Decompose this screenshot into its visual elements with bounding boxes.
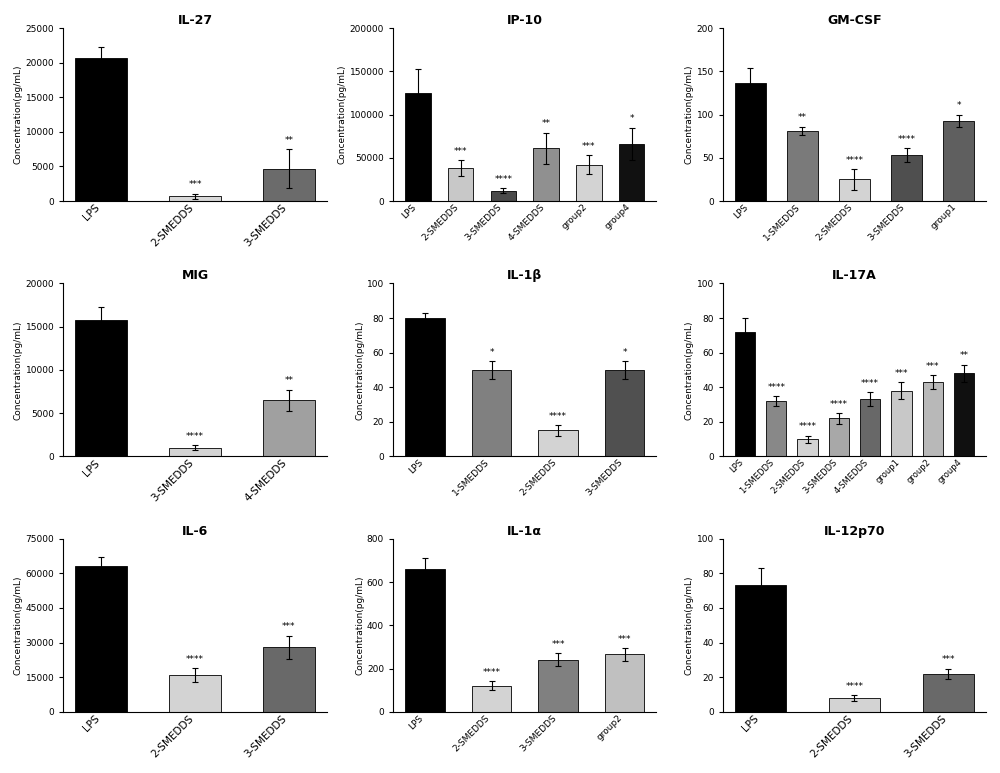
Title: IP-10: IP-10 [507, 14, 543, 27]
Y-axis label: Concentration(pg/mL): Concentration(pg/mL) [355, 320, 364, 420]
Bar [735, 83, 766, 201]
Bar [75, 58, 127, 201]
Bar [735, 585, 786, 712]
Y-axis label: Concentration(pg/mL): Concentration(pg/mL) [14, 65, 23, 165]
Title: MIG: MIG [182, 269, 209, 282]
Text: ***: *** [926, 362, 939, 371]
Bar [263, 400, 315, 456]
Bar [405, 569, 445, 712]
Text: ****: **** [830, 400, 848, 409]
Text: ***: *** [582, 142, 596, 151]
Title: GM-CSF: GM-CSF [827, 14, 882, 27]
Y-axis label: Concentration(pg/mL): Concentration(pg/mL) [14, 576, 23, 675]
Bar [829, 698, 880, 712]
Text: ****: **** [861, 379, 879, 388]
Text: **: ** [798, 114, 807, 122]
Title: IL-27: IL-27 [178, 14, 213, 27]
Bar [75, 567, 127, 712]
Bar [405, 93, 431, 201]
Text: ****: **** [898, 135, 916, 144]
Text: ***: *** [895, 369, 908, 378]
Text: ****: **** [845, 682, 863, 691]
Text: **: ** [284, 136, 293, 145]
Text: ***: *** [454, 147, 467, 156]
Text: ****: **** [494, 175, 512, 184]
Bar [829, 418, 849, 456]
Bar [538, 431, 578, 456]
Bar [263, 169, 315, 201]
Bar [891, 390, 912, 456]
Bar [405, 318, 445, 456]
Title: IL-17A: IL-17A [832, 269, 877, 282]
Text: *: * [629, 114, 634, 123]
Bar [263, 647, 315, 712]
Bar [576, 165, 602, 201]
Text: ****: **** [549, 412, 567, 421]
Text: ***: *** [942, 656, 955, 664]
Bar [605, 655, 644, 712]
Y-axis label: Concentration(pg/mL): Concentration(pg/mL) [685, 576, 694, 675]
Bar [448, 169, 473, 201]
Bar [954, 373, 974, 456]
Text: ****: **** [186, 432, 204, 441]
Text: ***: *** [188, 180, 202, 189]
Bar [169, 448, 221, 456]
Bar [619, 144, 644, 201]
Bar [169, 675, 221, 712]
Text: *: * [956, 101, 961, 111]
Bar [472, 370, 511, 456]
Bar [605, 370, 644, 456]
Y-axis label: Concentration(pg/mL): Concentration(pg/mL) [685, 65, 694, 165]
Text: ***: *** [551, 640, 565, 649]
Bar [533, 148, 559, 201]
Bar [735, 332, 755, 456]
Title: IL-6: IL-6 [182, 525, 208, 537]
Y-axis label: Concentration(pg/mL): Concentration(pg/mL) [685, 320, 694, 420]
Text: **: ** [284, 376, 293, 386]
Bar [491, 191, 516, 201]
Text: ****: **** [845, 155, 863, 165]
Bar [787, 131, 818, 201]
Text: *: * [622, 348, 627, 357]
Text: **: ** [959, 352, 968, 360]
Text: **: ** [542, 119, 551, 128]
Bar [169, 196, 221, 201]
Text: ***: *** [618, 635, 631, 644]
Text: *: * [489, 348, 494, 357]
Title: IL-12p70: IL-12p70 [824, 525, 885, 537]
Bar [766, 401, 786, 456]
Text: ****: **** [483, 668, 501, 677]
Text: ****: **** [186, 655, 204, 663]
Text: ****: **** [767, 383, 785, 392]
Bar [943, 121, 974, 201]
Bar [538, 660, 578, 712]
Bar [860, 400, 880, 456]
Title: IL-1α: IL-1α [507, 525, 542, 537]
Text: ***: *** [282, 622, 296, 632]
Bar [839, 179, 870, 201]
Title: IL-1β: IL-1β [507, 269, 542, 282]
Bar [797, 439, 818, 456]
Y-axis label: Concentration(pg/mL): Concentration(pg/mL) [14, 320, 23, 420]
Text: ****: **** [799, 422, 817, 431]
Bar [75, 320, 127, 456]
Bar [472, 686, 511, 712]
Y-axis label: Concentration(pg/mL): Concentration(pg/mL) [355, 576, 364, 675]
Bar [891, 155, 922, 201]
Bar [923, 382, 943, 456]
Bar [923, 674, 974, 712]
Y-axis label: Concentration(pg/mL): Concentration(pg/mL) [338, 65, 347, 165]
